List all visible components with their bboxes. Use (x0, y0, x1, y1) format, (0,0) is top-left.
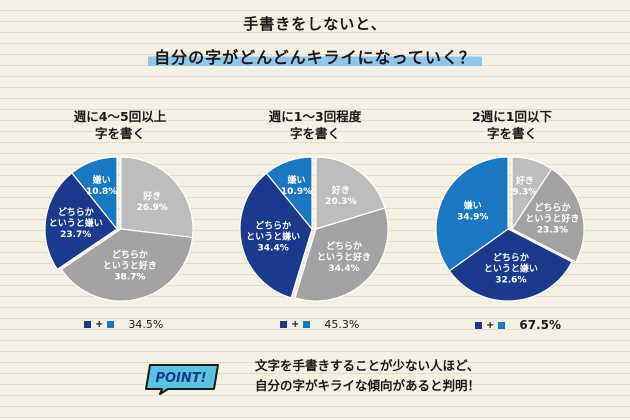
point-badge-label: POINT! (155, 371, 206, 386)
chart-3-slice-4-label: 嫌い 34.9% (457, 199, 488, 222)
chart-1-dislike-total: 34.5% (128, 318, 164, 331)
chart-1-slice-3 (44, 172, 118, 271)
point-text: 文字を手書きすることが少ない人ほど、 自分の字がキライな傾向があると判明！ (255, 356, 480, 396)
chart-2-slice-3 (239, 172, 313, 299)
chart-1-legend: + 34.5% (84, 318, 163, 331)
chart-3-subtitle: 字を書く (486, 126, 537, 141)
chart-2-title: 週に1～3回程度 字を書く (245, 108, 385, 142)
title-line-1: 手書きをしないと、 (243, 15, 387, 33)
chart-2-legend: + 45.3% (280, 318, 359, 331)
chart-1-slice-3-label: どちらかというと嫌い 23.7% (49, 206, 103, 240)
dark-blue-swatch (280, 321, 287, 328)
point-badge: POINT! (145, 364, 219, 395)
chart-3-slice-1-label: 好き 9.3% (512, 175, 537, 198)
chart-2-slice-1-label: 好き 20.3% (325, 184, 356, 207)
chart-2-slice-4 (265, 156, 313, 231)
chart-2-slice-2-label: どちらかというと好き 34.4% (317, 240, 371, 274)
chart-1-slice-2 (60, 228, 194, 302)
chart-2-dislike-total: 45.3% (324, 318, 360, 331)
dark-blue-swatch (84, 321, 91, 328)
chart-1-slice-2-label: どちらかというと好き 38.7% (103, 248, 157, 282)
chart-2-slice-1 (315, 156, 386, 230)
mid-blue-swatch (303, 321, 311, 328)
chart-3-slice-2-label: どちらかというと好き 23.3% (525, 201, 579, 235)
chart-3-dislike-total: 67.5% (519, 318, 562, 332)
plus-sign: + (95, 319, 104, 330)
chart-1-slice-4-label: 嫌い 10.8% (86, 174, 117, 197)
point-line-2: 自分の字がキライな傾向があると判明！ (255, 378, 481, 393)
chart-1-slice-1 (120, 156, 194, 239)
chart-2-slice-3-label: どちらかというと嫌い 34.4% (246, 220, 300, 254)
chart-3-slice-3-label: どちらかというと嫌い 32.6% (484, 251, 538, 285)
mid-blue-swatch (498, 321, 506, 329)
mid-blue-swatch (107, 321, 115, 328)
chart-3-legend: + 67.5% (475, 318, 561, 332)
plus-sign: + (291, 319, 300, 330)
chart-1-title-text: 週に4～5回以上 (73, 109, 167, 124)
chart-2-title-text: 週に1～3回程度 (268, 109, 362, 124)
chart-1-title: 週に4～5回以上 字を書く (50, 108, 190, 142)
chart-3-slice-3 (448, 228, 573, 302)
point-line-1: 文字を手書きすることが少ない人ほど、 (255, 358, 480, 373)
chart-2-subtitle: 字を書く (289, 126, 340, 141)
chart-1-subtitle: 字を書く (94, 126, 145, 141)
title-line-2-wrap: 自分の字がどんどんキライになっていく？ (0, 44, 630, 68)
chart-1-slice-4 (71, 156, 118, 231)
chart-1-slice-1-label: 好き 26.9% (137, 190, 168, 213)
dark-blue-swatch (475, 321, 482, 329)
plus-sign: + (486, 319, 495, 331)
chart-3-title-text: 2週に1回以下 (472, 109, 552, 124)
chart-2-slice-4-label: 嫌い 10.9% (281, 174, 312, 197)
chart-3-slice-4 (435, 156, 509, 272)
title-line-2: 自分の字がどんどんキライになっていく？ (148, 44, 482, 68)
chart-3-title: 2週に1回以下 字を書く (442, 108, 582, 142)
chart-2-slice-2 (294, 207, 389, 302)
chart-3-slice-2 (511, 168, 585, 263)
